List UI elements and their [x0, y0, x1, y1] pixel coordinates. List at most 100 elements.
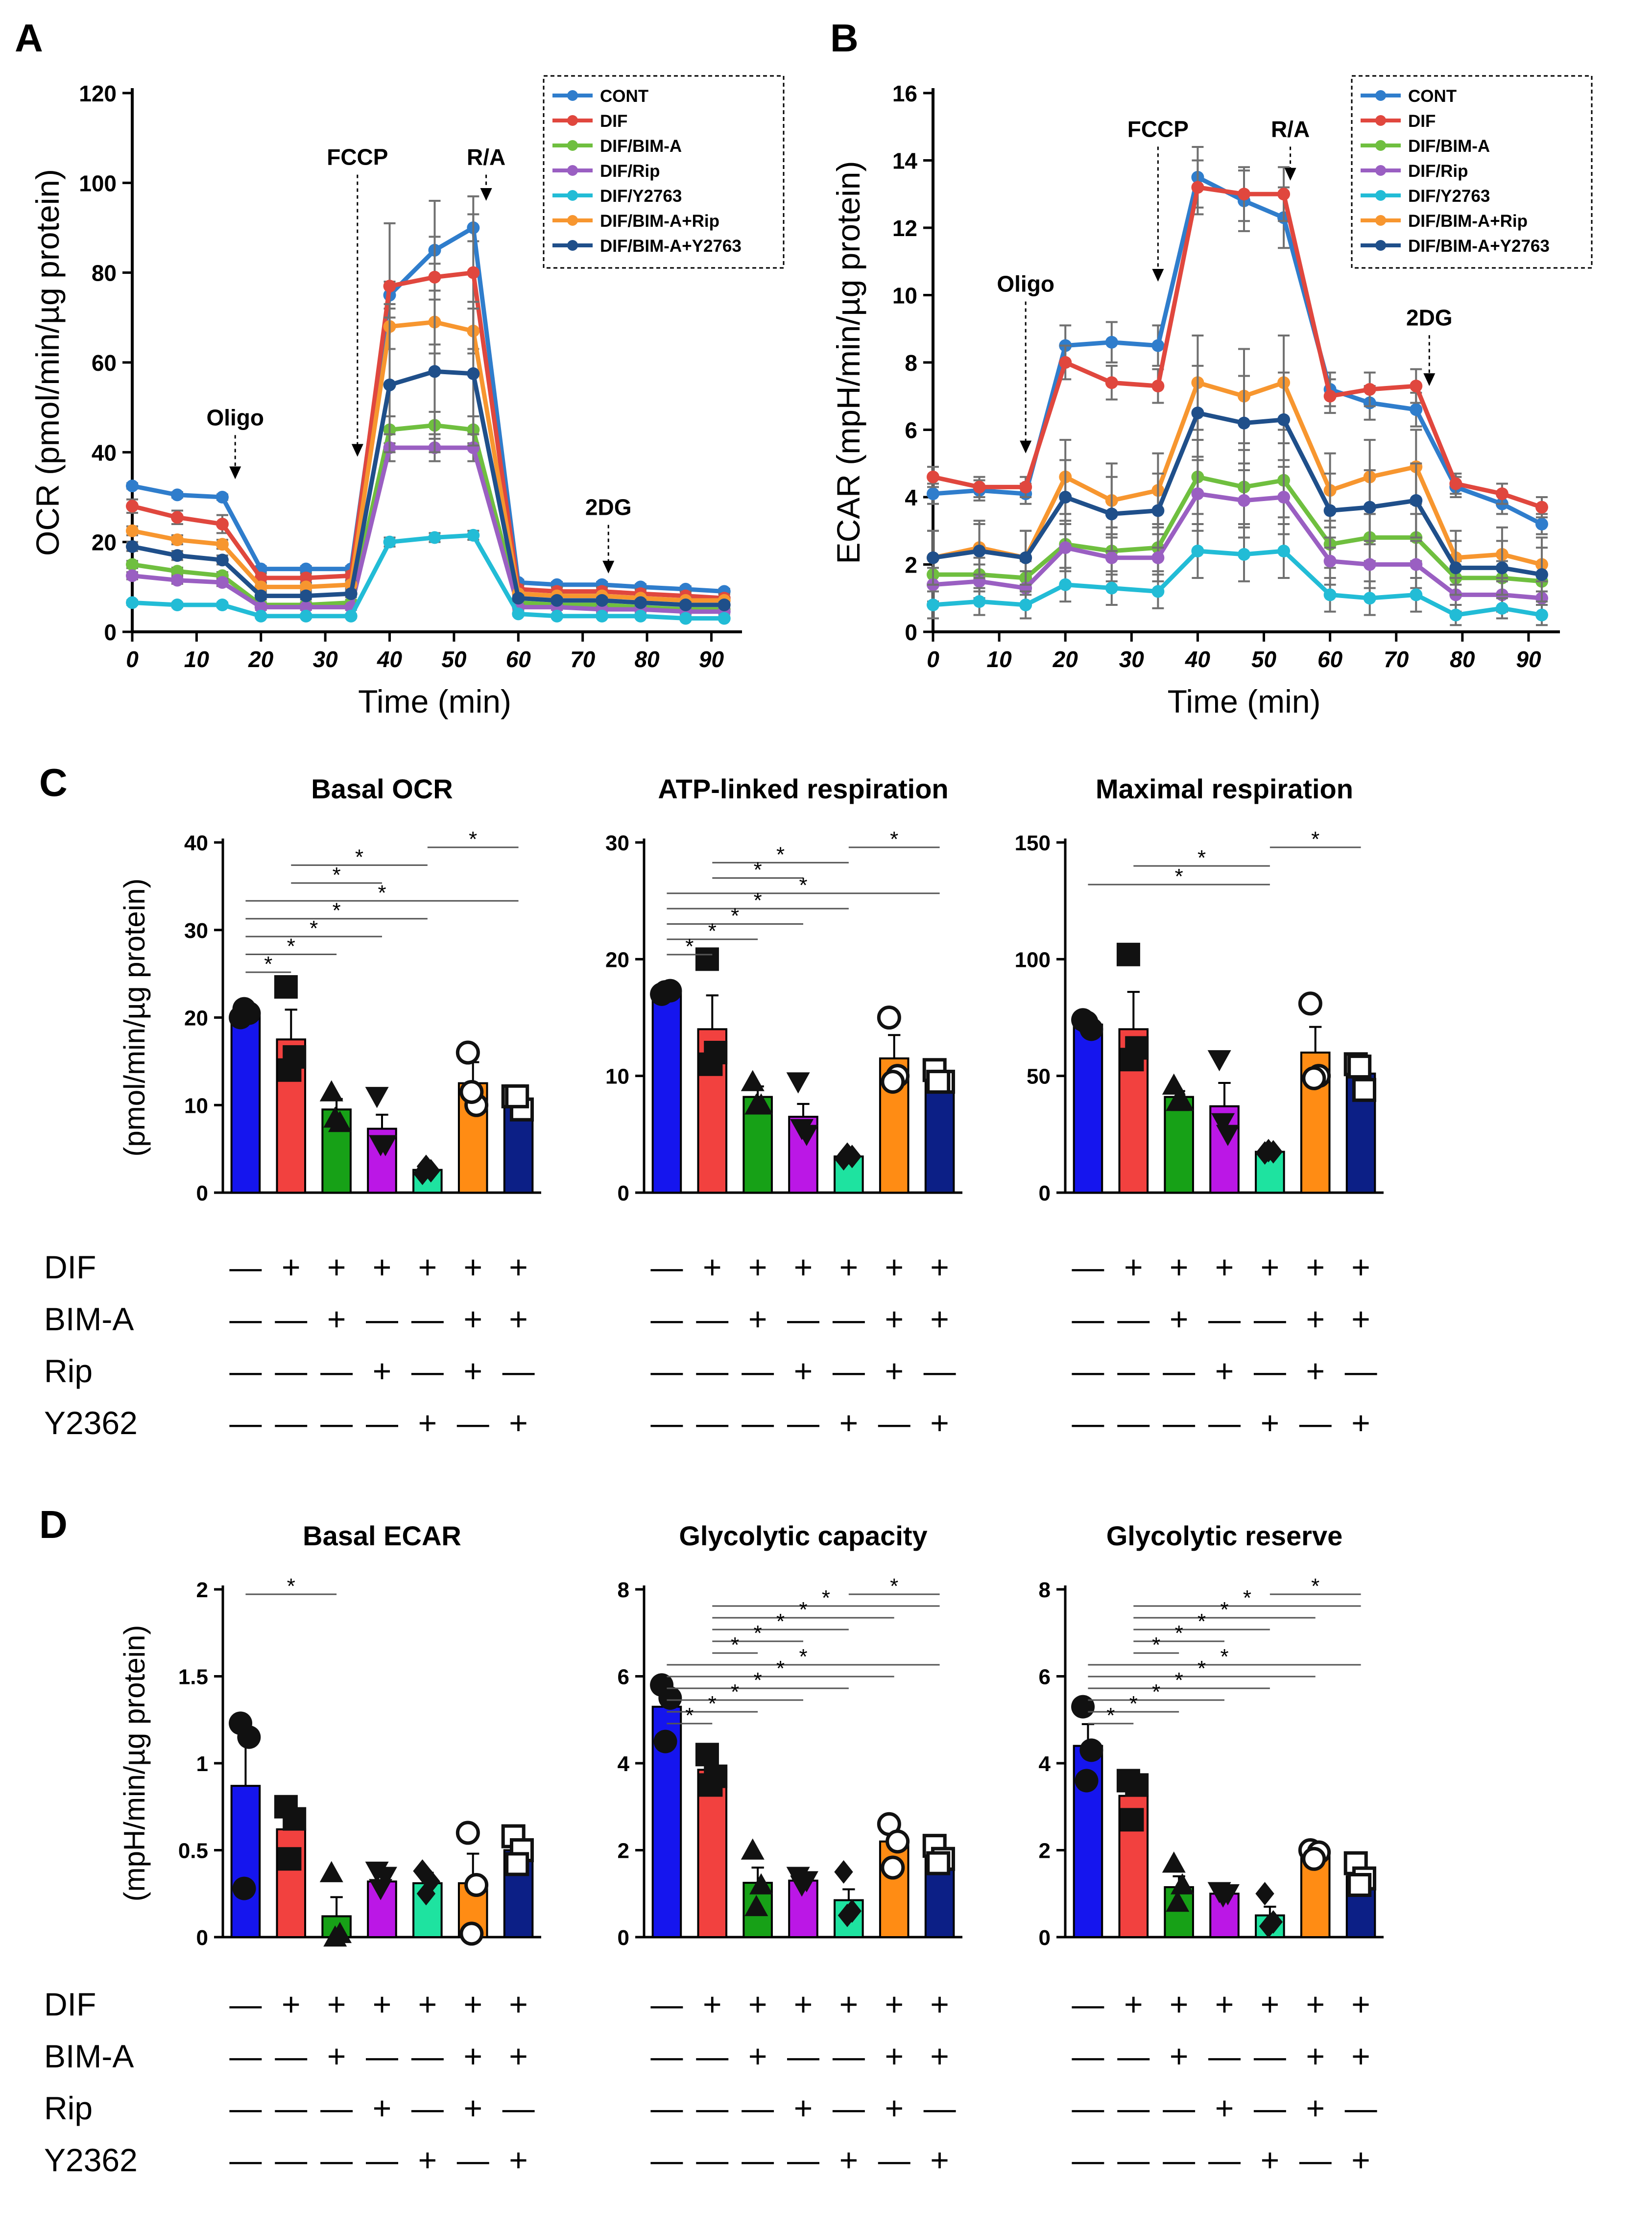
- dot-circle: [653, 1729, 677, 1753]
- x-tick-label: 40: [1185, 647, 1211, 672]
- data-point: [126, 558, 139, 571]
- treatment-sign: —: [366, 2142, 398, 2178]
- data-point: [467, 266, 480, 279]
- significance-star: *: [708, 1692, 717, 1716]
- dot-diamond: [416, 1882, 436, 1906]
- annotation-label: Oligo: [997, 271, 1054, 297]
- y-tick-label: 150: [1015, 831, 1051, 855]
- x-tick-label: 10: [987, 647, 1012, 672]
- x-tick-label: 80: [1450, 647, 1475, 672]
- legend-marker: [567, 215, 578, 226]
- dot-triangle: [744, 1093, 768, 1115]
- data-point: [215, 599, 229, 611]
- data-point: [254, 600, 267, 614]
- dot-square: [1120, 1048, 1144, 1072]
- data-point: [718, 612, 731, 625]
- data-point: [1495, 601, 1508, 615]
- treatment-sign: —: [650, 2038, 683, 2074]
- legend-marker: [567, 140, 578, 151]
- data-point: [1495, 487, 1508, 501]
- significance-star: *: [310, 916, 318, 940]
- data-point: [1495, 561, 1508, 575]
- significance-star: *: [355, 845, 363, 869]
- legend-label: DIF/Y2763: [600, 187, 682, 206]
- dot-triangle: [741, 1070, 765, 1091]
- treatment-sign: +: [327, 1301, 346, 1337]
- legend-label: CONT: [1408, 87, 1457, 106]
- significance-star: *: [1311, 827, 1319, 851]
- treatment-sign: +: [794, 1249, 813, 1285]
- dot-square: [695, 1743, 719, 1767]
- treatment-sign: +: [509, 1986, 528, 2022]
- legend-label: DIF/BIM-A: [600, 137, 682, 156]
- dot-open-circle: [459, 1921, 484, 1946]
- dot-diamond: [1259, 1139, 1278, 1163]
- treatment-sign: —: [833, 2090, 865, 2126]
- treatment-sign: —: [1345, 2090, 1377, 2126]
- series-dif-y2763: [927, 523, 1548, 626]
- data-point: [1019, 480, 1032, 494]
- data-point: [596, 594, 609, 607]
- dot-open-square: [505, 1084, 529, 1108]
- treatment-sign: +: [885, 2090, 904, 2126]
- data-point: [126, 540, 139, 553]
- significance-star: *: [264, 952, 272, 976]
- data-point: [1151, 380, 1165, 393]
- data-point: [254, 589, 267, 602]
- treatment-sign: +: [1170, 1986, 1189, 2022]
- treatment-sign: —: [275, 1405, 307, 1441]
- x-tick-label: 50: [441, 647, 467, 672]
- treatment-sign: +: [373, 2090, 392, 2126]
- dot-circle: [1079, 1738, 1103, 1762]
- dot-triangle-down: [1211, 1113, 1235, 1134]
- treatment-sign: —: [275, 2090, 307, 2126]
- data-point: [1238, 416, 1250, 430]
- treatment-sign: +: [930, 1301, 949, 1337]
- legend-label: DIF: [1408, 112, 1436, 131]
- treatment-sign: +: [930, 1986, 949, 2022]
- data-point: [973, 480, 986, 494]
- data-point: [1191, 545, 1204, 557]
- y-tick-label: 120: [79, 81, 117, 106]
- data-point: [1191, 181, 1204, 194]
- dot-square: [283, 1807, 307, 1831]
- treatment-sign: +: [1306, 1249, 1325, 1285]
- data-point: [299, 609, 312, 623]
- treatment-sign: —: [1072, 1986, 1104, 2022]
- treatment-sign: —: [1208, 2038, 1241, 2074]
- y-tick-label: 6: [905, 418, 917, 443]
- legend-label: DIF/BIM-A+Rip: [600, 212, 719, 231]
- y-tick-label: 0: [104, 620, 117, 645]
- treatment-sign: +: [1170, 1249, 1189, 1285]
- chart-title: Basal ECAR: [303, 1520, 461, 1551]
- treatment-sign: +: [748, 2038, 767, 2074]
- bar: [230, 1785, 261, 1938]
- treatment-sign: —: [229, 2038, 262, 2074]
- data-point: [679, 599, 692, 611]
- annotation-label: 2DG: [1406, 305, 1453, 330]
- significance-star: *: [1197, 846, 1206, 870]
- treatment-sign: —: [650, 1405, 683, 1441]
- data-point: [126, 569, 139, 582]
- dot-open-circle: [464, 1873, 489, 1897]
- data-point: [170, 511, 184, 524]
- chart-title: ATP-linked respiration: [658, 773, 948, 804]
- treatment-sign: +: [1351, 1249, 1370, 1285]
- treatment-sign: +: [327, 1986, 346, 2022]
- treatment-sign: +: [373, 1249, 392, 1285]
- treatment-sign: —: [229, 1986, 262, 2022]
- significance-star: *: [731, 1680, 739, 1704]
- data-point: [428, 365, 441, 378]
- data-point: [1410, 403, 1423, 416]
- treatment-sign: +: [885, 1301, 904, 1337]
- data-point: [1323, 389, 1337, 403]
- data-point: [1449, 561, 1462, 575]
- data-point: [1277, 545, 1291, 557]
- dot-open-square: [926, 1851, 951, 1875]
- dot-circle: [1075, 1769, 1099, 1793]
- treatment-sign: +: [885, 1249, 904, 1285]
- significance-star: *: [754, 1668, 762, 1692]
- treatment-sign: —: [696, 1405, 728, 1441]
- treatment-sign: +: [509, 1249, 528, 1285]
